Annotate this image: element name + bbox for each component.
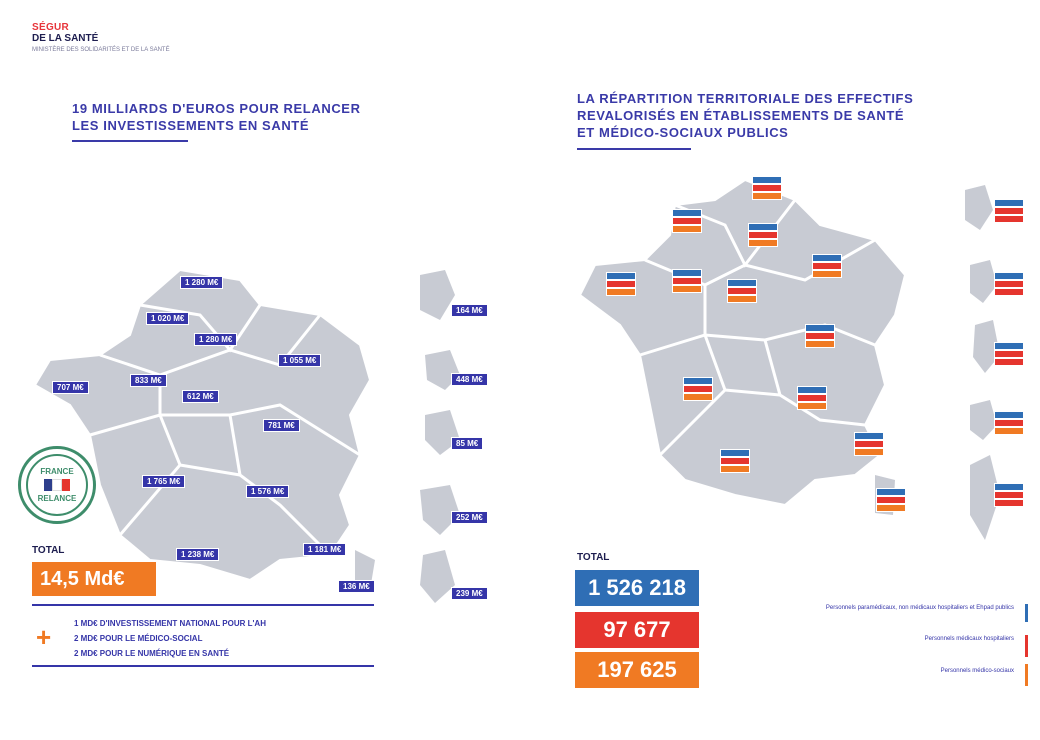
legend-medical: Personnels médicaux hospitaliers [924, 636, 1014, 642]
right-title-line1: LA RÉPARTITION TERRITORIALE DES EFFECTIF… [577, 91, 914, 106]
region-stack [805, 324, 835, 348]
dom-stack [994, 342, 1024, 366]
dom-stack [994, 199, 1024, 223]
map-label: 707 M€ [52, 381, 89, 394]
left-total-label: TOTAL [32, 545, 65, 556]
region-stack [752, 176, 782, 200]
total-medico-social: 197 625 [575, 652, 699, 688]
region-stack [672, 269, 702, 293]
dom-label: 252 M€ [451, 511, 488, 524]
region-stack [720, 449, 750, 473]
right-title: LA RÉPARTITION TERRITORIALE DES EFFECTIF… [577, 90, 957, 141]
map-label: 1 280 M€ [180, 276, 224, 289]
right-title-line2: REVALORISÉS EN ÉTABLISSEMENTS DE SANTÉ [577, 108, 905, 123]
dom-stack [994, 483, 1024, 507]
list-item: 2 Md€ POUR LE MÉDICO-SOCIAL [74, 634, 203, 643]
left-total-value: 14,5 Md€ [32, 562, 156, 596]
plus-icon: + [36, 622, 52, 652]
badge-bottom-text: RELANCE [37, 494, 77, 503]
left-divider-top [32, 604, 374, 606]
region-stack [727, 279, 757, 303]
right-total-label: TOTAL [577, 552, 610, 563]
region-stack [812, 254, 842, 278]
dom-label: 164 M€ [451, 304, 488, 317]
legend-bar-red [1025, 635, 1028, 657]
right-dom-maps [965, 185, 1000, 540]
map-label: 1 238 M€ [176, 548, 220, 561]
logo-line3: MINISTÈRE DES SOLIDARITÉS ET DE LA SANTÉ [32, 47, 170, 53]
map-label: 833 M€ [130, 374, 167, 387]
map-label: 1 055 M€ [278, 354, 322, 367]
region-stack [748, 223, 778, 247]
left-title-underline [72, 140, 188, 142]
logo-line1: SÉGUR [32, 22, 70, 33]
map-label: 136 M€ [338, 580, 375, 593]
region-stack [672, 209, 702, 233]
region-stack [606, 272, 636, 296]
total-medical: 97 677 [575, 612, 699, 648]
france-relance-badge: FRANCE RELANCE [18, 446, 96, 524]
map-label: 781 M€ [263, 419, 300, 432]
legend-medico-social: Personnels médico-sociaux [940, 668, 1014, 674]
left-divider-bottom [32, 665, 374, 667]
flag-icon [44, 479, 70, 491]
dom-stack [994, 411, 1024, 435]
map-label: 1 280 M€ [194, 333, 238, 346]
map-label: 1 181 M€ [303, 543, 347, 556]
investment-list: 1 Md€ D'INVESTISSEMENT NATIONAL POUR L'A… [74, 616, 266, 661]
list-item: 2 Md€ POUR LE NUMÉRIQUE EN SANTÉ [74, 649, 230, 658]
dom-label: 85 M€ [451, 437, 484, 450]
legend-paramedical: Personnels paramédicaux, non médicaux ho… [825, 605, 1014, 611]
region-stack [797, 386, 827, 410]
logo-line2: DE LA SANTÉ [32, 33, 99, 44]
legend-bar-blue [1025, 604, 1028, 622]
map-label: 1 765 M€ [142, 475, 186, 488]
left-title: 19 MILLIARDS D'EUROS POUR RELANCER LES I… [72, 100, 402, 134]
map-label: 1 020 M€ [146, 312, 190, 325]
right-title-line3: ET MÉDICO-SOCIAUX PUBLICS [577, 125, 789, 140]
segur-logo: SÉGUR DE LA SANTÉ MINISTÈRE DES SOLIDARI… [32, 22, 172, 54]
left-title-line1: 19 MILLIARDS D'EUROS POUR RELANCER [72, 101, 361, 116]
right-title-underline [577, 148, 691, 150]
region-stack [876, 488, 906, 512]
legend-bar-orange [1025, 664, 1028, 686]
left-france-map [33, 268, 375, 590]
region-stack [854, 432, 884, 456]
dom-label: 239 M€ [451, 587, 488, 600]
dom-label: 448 M€ [451, 373, 488, 386]
list-item: 1 Md€ D'INVESTISSEMENT NATIONAL POUR L'A… [74, 619, 266, 628]
left-title-line2: LES INVESTISSEMENTS EN SANTÉ [72, 118, 310, 133]
region-stack [683, 377, 713, 401]
map-label: 1 576 M€ [246, 485, 290, 498]
badge-inner: FRANCE RELANCE [26, 454, 88, 516]
total-paramedical: 1 526 218 [575, 570, 699, 606]
dom-stack [994, 272, 1024, 296]
badge-top-text: FRANCE [40, 467, 74, 476]
map-label: 612 M€ [182, 390, 219, 403]
